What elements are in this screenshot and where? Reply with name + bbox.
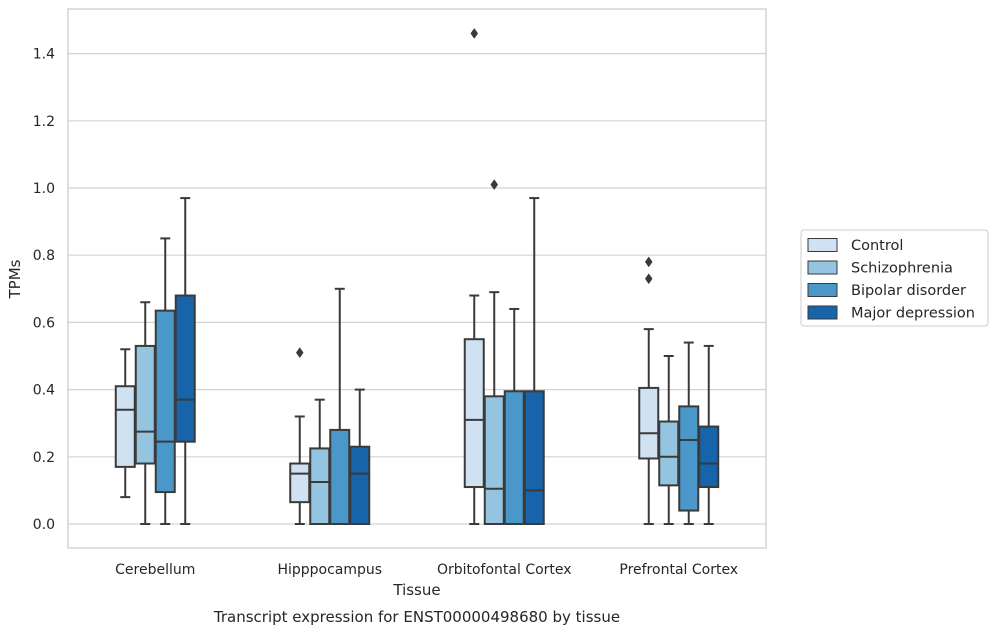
box-group [289, 347, 311, 525]
x-tick-label: Prefrontal Cortex [619, 562, 738, 578]
legend-label: Control [851, 238, 903, 254]
y-tick-label: 0.4 [33, 383, 55, 399]
box-iqr [289, 462, 311, 504]
box-group [309, 398, 331, 525]
box-iqr [174, 294, 196, 443]
box-iqr [154, 309, 176, 494]
box-group [349, 388, 371, 525]
box-iqr [329, 428, 351, 526]
box-group [523, 197, 545, 525]
y-axis-title: TPMs [6, 259, 24, 299]
box-group [658, 355, 680, 525]
x-tick-labels: Cerebellum Hipppocampus Orbitofontal Corte… [115, 562, 738, 578]
box-group [154, 237, 176, 525]
legend-label: Schizophrenia [851, 261, 953, 277]
y-tick-label: 1.4 [33, 47, 55, 63]
box-iqr [463, 338, 485, 489]
outlier-point [470, 28, 479, 39]
y-tick-label: 0.8 [33, 248, 55, 264]
y-tick-labels: 0.0 0.2 0.4 0.6 0.8 1.0 1.2 1.4 [33, 47, 55, 533]
legend-swatch [807, 238, 838, 252]
box-iqr [349, 445, 371, 525]
box-group [134, 301, 156, 525]
legend-swatch [807, 305, 838, 320]
legend-label: Major depression [851, 306, 975, 322]
box-iqr [698, 425, 720, 489]
legend: Control Schizophrenia Bipolar disorder Majo… [800, 229, 989, 327]
box-group [483, 179, 505, 526]
y-tick-label: 1.2 [33, 114, 55, 130]
box-group [463, 28, 485, 525]
box-iqr [134, 344, 156, 465]
box-iqr [658, 420, 680, 487]
y-tick-label: 1.0 [33, 181, 55, 197]
outlier-point [644, 273, 653, 285]
box-iqr [483, 395, 505, 526]
outlier-point [644, 256, 653, 268]
plot-frame [67, 8, 767, 549]
x-axis-title: Tissue [392, 581, 440, 599]
y-tick-label: 0.2 [33, 450, 55, 466]
box-iqr [678, 405, 700, 512]
legend-frame [800, 229, 989, 327]
box-iqr [503, 390, 525, 525]
box-group [114, 348, 136, 499]
x-tick-label: Cerebellum [115, 562, 195, 578]
box-group [638, 256, 660, 525]
chart-caption: Transcript expression for ENST0000049868… [213, 608, 620, 626]
legend-swatch [807, 260, 838, 275]
box-group [503, 307, 525, 525]
box-group [174, 197, 196, 525]
box-group [678, 341, 700, 525]
outlier-point [490, 179, 499, 191]
legend-label: Bipolar disorder [851, 283, 966, 299]
box-group [698, 344, 720, 525]
x-tick-label: Hipppocampus [277, 562, 382, 578]
box-group [329, 287, 351, 526]
y-tick-label: 0.0 [33, 517, 55, 533]
boxes [114, 28, 720, 526]
box-iqr [523, 390, 545, 525]
y-tick-label: 0.6 [33, 315, 55, 331]
outlier-point [295, 347, 304, 359]
box-iqr [114, 385, 136, 468]
box-iqr [638, 386, 660, 460]
x-tick-label: Orbitofontal Cortex [437, 562, 572, 578]
legend-swatch [807, 283, 838, 297]
box-iqr [309, 447, 331, 525]
